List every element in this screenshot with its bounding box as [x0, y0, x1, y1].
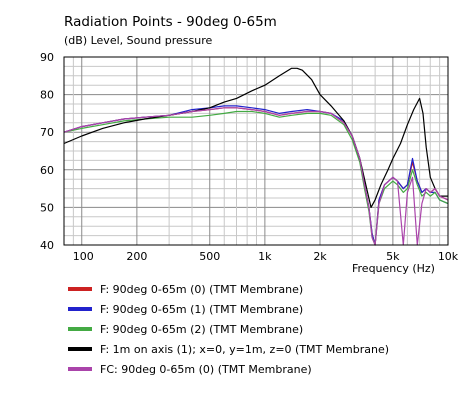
- legend-swatch-1: [68, 307, 92, 311]
- x-tick-label: 100: [73, 250, 94, 263]
- y-tick-label: 80: [40, 89, 54, 102]
- y-tick-label: 90: [40, 51, 54, 64]
- x-tick-label: 2k: [313, 250, 327, 263]
- legend-label-2: F: 90deg 0-65m (2) (TMT Membrane): [100, 323, 303, 336]
- chart-title: Radiation Points - 90deg 0-65m: [64, 14, 277, 30]
- x-tick-label: 200: [126, 250, 147, 263]
- series-line-2: [63, 110, 449, 246]
- y-tick-label: 60: [40, 164, 54, 177]
- chart-subtitle: (dB) Level, Sound pressure: [64, 34, 213, 47]
- legend-label-1: F: 90deg 0-65m (1) (TMT Membrane): [100, 303, 303, 316]
- y-tick-label: 50: [40, 201, 54, 214]
- x-tick-label: 1k: [258, 250, 272, 263]
- legend-label-0: F: 90deg 0-65m (0) (TMT Membrane): [100, 283, 303, 296]
- legend-swatch-3: [68, 347, 92, 351]
- x-tick-label: 500: [199, 250, 220, 263]
- y-axis-ticks: 90 80 70 60 50 40: [40, 51, 54, 252]
- legend-swatch-2: [68, 327, 92, 331]
- x-axis-label: Frequency (Hz): [352, 262, 435, 275]
- legend-swatch-4: [68, 367, 92, 371]
- legend-label-4: FC: 90deg 0-65m (0) (TMT Membrane): [100, 363, 312, 376]
- legend-label-3: F: 1m on axis (1); x=0, y=1m, z=0 (TMT M…: [100, 343, 389, 356]
- y-tick-label: 40: [40, 239, 54, 252]
- plot-frame: [63, 56, 449, 246]
- grid: [63, 56, 449, 246]
- x-axis-ticks: 100 200 500 1k 2k 5k 10k: [73, 250, 459, 263]
- series-lines: [63, 67, 449, 246]
- legend-swatch-0: [68, 287, 92, 291]
- series-line-4: [63, 107, 449, 246]
- y-tick-label: 70: [40, 126, 54, 139]
- x-tick-label: 10k: [438, 250, 459, 263]
- legend: F: 90deg 0-65m (0) (TMT Membrane) F: 90de…: [68, 283, 389, 376]
- x-tick-label: 5k: [386, 250, 400, 263]
